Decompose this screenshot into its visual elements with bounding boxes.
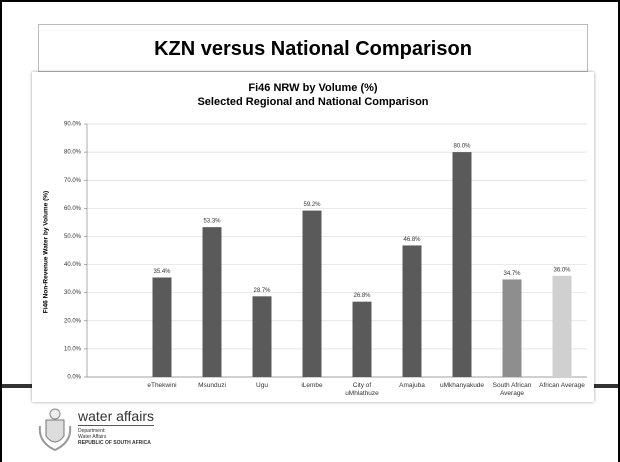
x-tick-label: Amajuba [399,382,425,389]
bar [552,275,572,377]
bar [502,279,522,377]
chart: Fi46 NRW by Volume (%) Selected Regional… [43,82,587,381]
data-label: 80.0% [453,144,471,150]
x-tick-label: uMkhanyakude [439,382,485,389]
data-label: 36.0% [553,267,571,273]
data-label: 59.2% [303,202,321,208]
logo-line: REPUBLIC OF SOUTH AFRICA [78,440,151,446]
bar [252,296,272,377]
crest [38,408,72,452]
logo-text: Department: Water Affairs REPUBLIC OF SO… [78,428,151,446]
y-tick-label: 40.0% [64,262,82,268]
y-axis-label: Fi46 Non-Revenue Water by Volume (%) [43,191,50,313]
y-tick-label: 0.0% [67,375,81,381]
bar [302,210,322,377]
y-tick-label: 20.0% [64,318,82,324]
data-label: 34.7% [503,271,521,277]
y-tick-label: 70.0% [64,178,82,184]
x-tick-label: Msunduzi [198,382,226,389]
data-label: 28.7% [253,288,271,294]
y-tick-label: 30.0% [64,290,82,296]
x-tick-label: Ugu [256,382,268,389]
data-label: 46.8% [403,237,421,243]
data-label: 26.8% [353,293,371,299]
data-label: 53.3% [203,219,221,225]
y-tick-label: 10.0% [64,346,82,352]
logo-line: Water Affairs [78,434,107,440]
x-tick-label: African Average [539,382,585,389]
bar [152,277,172,377]
slide-title: KZN versus National Comparison [38,24,588,72]
chart-panel: Fi46 NRW by Volume (%) Selected Regional… [32,72,594,402]
bar [452,152,472,377]
y-tick-label: 60.0% [64,206,82,212]
chart-subtitle: Selected Regional and National Compariso… [197,96,428,108]
x-tick-label: eThekwini [147,382,177,389]
bar [352,301,372,377]
x-tick-label: South African Average [492,382,532,397]
decoration [587,384,618,388]
logo: water affairs Department: Water Affairs … [38,406,188,456]
x-tick-label: iLembe [301,382,323,389]
y-tick-label: 90.0% [64,122,82,128]
x-tick-label: City of uMhlathuze [345,382,379,397]
chart-title: Fi46 NRW by Volume (%) [248,82,378,94]
bar [202,227,222,377]
y-tick-label: 80.0% [64,150,82,156]
logo-name: water affairs [78,408,154,426]
logo-line: Department: [78,428,106,434]
data-label: 35.4% [153,269,171,275]
decoration [2,384,42,388]
bar [402,245,422,377]
y-tick-label: 50.0% [64,234,82,240]
